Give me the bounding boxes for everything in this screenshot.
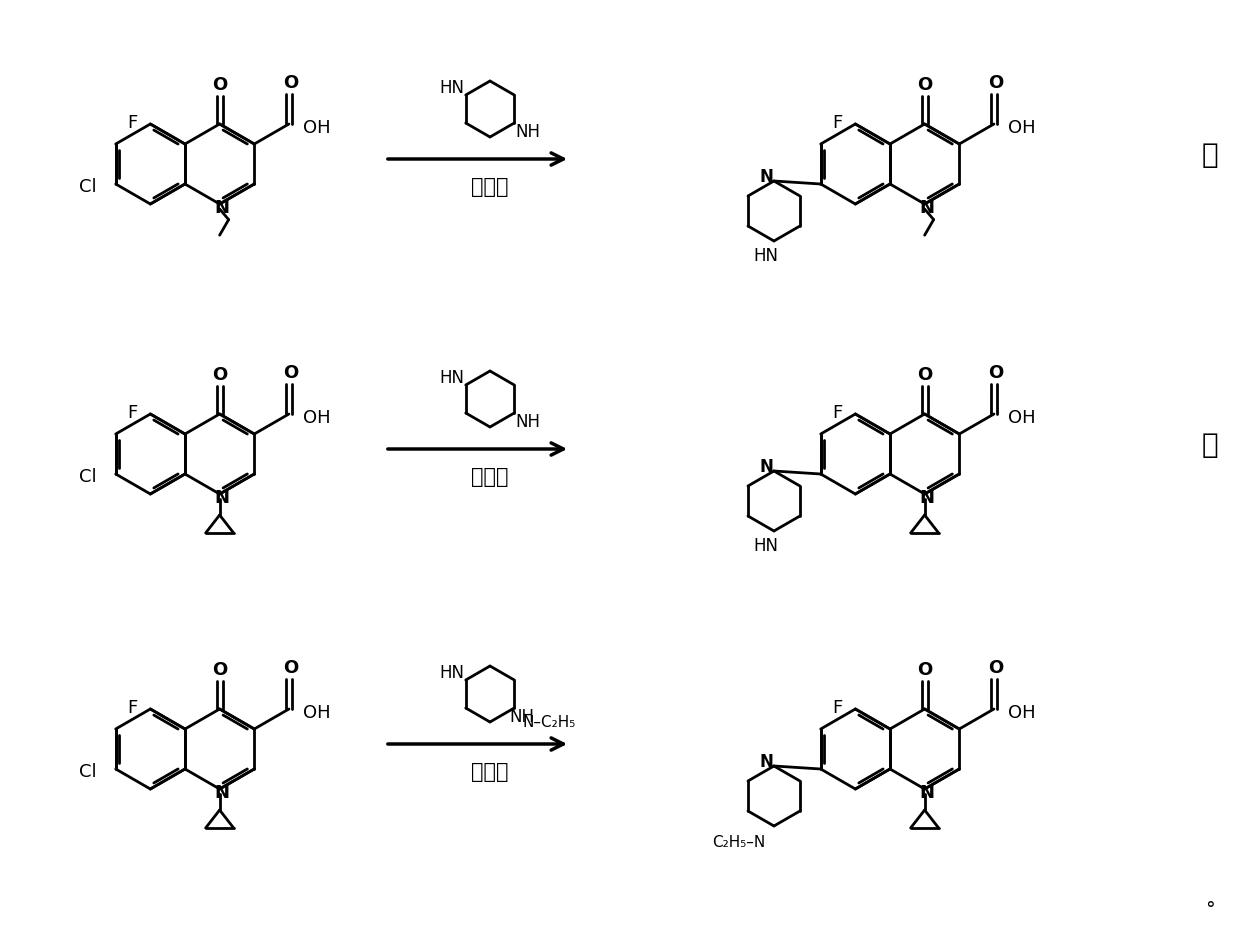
Text: O: O: [283, 74, 299, 92]
Text: Cl: Cl: [79, 467, 97, 485]
Text: N: N: [919, 488, 934, 507]
Text: O: O: [918, 76, 932, 93]
Text: N: N: [215, 488, 229, 507]
Text: N: N: [215, 784, 229, 801]
Text: F: F: [128, 699, 138, 716]
Text: N: N: [919, 199, 934, 217]
Text: O: O: [283, 658, 299, 676]
Text: HN: HN: [439, 664, 464, 682]
Text: HN: HN: [754, 536, 779, 554]
Text: O: O: [988, 74, 1003, 92]
Text: NH: NH: [510, 707, 534, 725]
Text: Cl: Cl: [79, 177, 97, 195]
Text: F: F: [832, 404, 842, 422]
Text: O: O: [212, 76, 227, 93]
Text: O: O: [918, 365, 932, 383]
Text: OH: OH: [1008, 409, 1035, 427]
Text: C₂H₅–N: C₂H₅–N: [712, 834, 765, 850]
Text: F: F: [128, 404, 138, 422]
Text: NH: NH: [516, 123, 541, 141]
Text: OH: OH: [303, 409, 331, 427]
Text: OH: OH: [1008, 703, 1035, 721]
Text: 催化剂: 催化剂: [471, 177, 508, 196]
Text: O: O: [283, 363, 299, 381]
Text: O: O: [212, 365, 227, 383]
Text: N: N: [215, 199, 229, 217]
Text: Cl: Cl: [79, 762, 97, 780]
Text: O: O: [988, 363, 1003, 381]
Text: NH: NH: [516, 413, 541, 430]
Text: O: O: [988, 658, 1003, 676]
Text: 催化剂: 催化剂: [471, 761, 508, 782]
Text: °: °: [1205, 900, 1215, 919]
Text: N: N: [759, 168, 773, 186]
Text: HN: HN: [754, 246, 779, 264]
Text: 催化剂: 催化剂: [471, 466, 508, 486]
Text: OH: OH: [303, 703, 331, 721]
Text: OH: OH: [1008, 119, 1035, 137]
Text: N: N: [759, 752, 773, 770]
Text: O: O: [918, 660, 932, 679]
Text: F: F: [128, 114, 138, 132]
Text: F: F: [832, 699, 842, 716]
Text: F: F: [832, 114, 842, 132]
Text: N–C₂H₅: N–C₂H₅: [522, 715, 575, 730]
Text: ；: ；: [1202, 430, 1219, 459]
Text: HN: HN: [439, 368, 464, 387]
Text: O: O: [212, 660, 227, 679]
Text: OH: OH: [303, 119, 331, 137]
Text: ；: ；: [1202, 141, 1219, 169]
Text: HN: HN: [439, 79, 464, 97]
Text: N: N: [759, 458, 773, 476]
Text: N: N: [919, 784, 934, 801]
